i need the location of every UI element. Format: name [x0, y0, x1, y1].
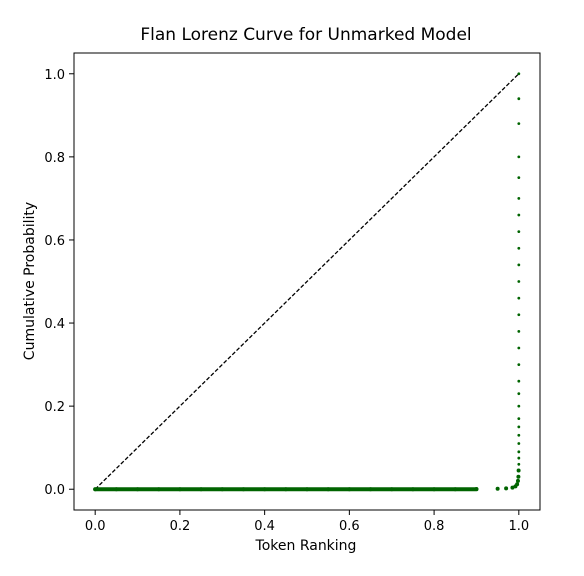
y-tick-label: 0.6 [44, 234, 65, 249]
x-tick-label: 0.0 [85, 519, 106, 534]
lorenz-point [474, 487, 479, 492]
lorenz-point [283, 487, 288, 492]
lorenz-point [517, 425, 521, 429]
lorenz-point [517, 346, 521, 350]
chart-title: Flan Lorenz Curve for Unmarked Model [140, 25, 471, 45]
x-tick-label: 0.8 [424, 519, 445, 534]
lorenz-point [517, 329, 521, 333]
lorenz-points [93, 72, 521, 492]
lorenz-point [410, 487, 415, 492]
y-tick-label: 0.4 [44, 317, 65, 332]
lorenz-point [517, 213, 521, 217]
lorenz-point [347, 487, 352, 492]
lorenz-point [516, 468, 521, 473]
lorenz-point [517, 442, 521, 445]
lorenz-point [517, 456, 521, 460]
y-axis-label: Cumulative Probability [22, 202, 38, 360]
lorenz-point [517, 122, 521, 126]
lorenz-point [262, 487, 267, 492]
lorenz-point [517, 296, 521, 300]
lorenz-point [516, 474, 521, 479]
lorenz-point [517, 263, 521, 267]
lorenz-point [504, 486, 509, 491]
lorenz-point [93, 487, 98, 492]
lorenz-point [517, 417, 521, 420]
lorenz-point [368, 487, 373, 492]
lorenz-point [156, 487, 161, 492]
x-tick-label: 0.6 [339, 519, 360, 534]
lorenz-point [517, 379, 521, 383]
x-tick-label: 1.0 [508, 519, 529, 534]
lorenz-point [517, 230, 521, 234]
lorenz-point [177, 487, 182, 492]
lorenz-point [241, 487, 246, 492]
lorenz-point [517, 404, 521, 408]
lorenz-point [114, 487, 119, 492]
lorenz-point [495, 486, 500, 491]
lorenz-point [517, 97, 521, 101]
y-tick-label: 0.2 [44, 400, 65, 415]
lorenz-point [199, 487, 204, 492]
lorenz-point [517, 433, 521, 437]
lorenz-point [305, 487, 309, 492]
lorenz-point [517, 176, 521, 180]
y-axis-ticks: 0.0 0.2 0.4 0.6 0.8 1.0 [44, 68, 74, 498]
lorenz-point [517, 363, 521, 366]
lorenz-point [517, 72, 521, 76]
lorenz-point [517, 246, 521, 250]
y-tick-label: 1.0 [44, 68, 65, 83]
lorenz-point [453, 487, 458, 492]
y-tick-label: 0.8 [44, 151, 65, 166]
x-tick-label: 0.2 [170, 519, 191, 534]
x-axis-label: Token Ranking [255, 538, 357, 554]
lorenz-point [517, 155, 521, 159]
lorenz-point [517, 197, 521, 200]
lorenz-point [515, 478, 520, 483]
y-tick-label: 0.0 [44, 483, 65, 498]
lorenz-point [515, 482, 520, 487]
lorenz-point [517, 280, 521, 283]
x-tick-label: 0.4 [254, 519, 275, 534]
lorenz-point [432, 487, 437, 492]
lorenz-point [135, 487, 140, 492]
lorenz-point [517, 313, 521, 317]
lorenz-point [389, 487, 394, 492]
plot-frame [73, 52, 541, 511]
x-axis-ticks: 0.0 0.2 0.4 0.6 0.8 1.0 [85, 510, 529, 534]
lorenz-point [517, 450, 521, 454]
equality-reference-line [94, 73, 520, 490]
lorenz-point [517, 392, 521, 396]
lorenz-point [517, 462, 521, 466]
lorenz-point [326, 487, 331, 492]
lorenz-point [220, 487, 225, 492]
